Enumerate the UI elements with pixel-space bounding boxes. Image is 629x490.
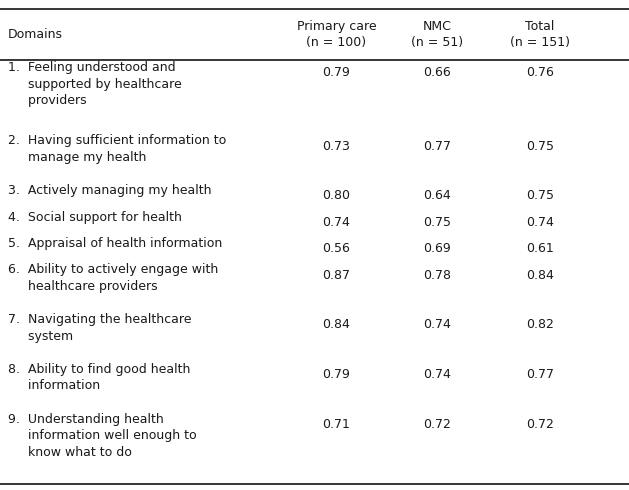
Text: 0.82: 0.82 [526, 318, 554, 331]
Text: 2.  Having sufficient information to
     manage my health: 2. Having sufficient information to mana… [8, 134, 226, 164]
Text: 0.74: 0.74 [526, 216, 554, 229]
Text: 5.  Appraisal of health information: 5. Appraisal of health information [8, 237, 223, 250]
Text: 8.  Ability to find good health
     information: 8. Ability to find good health informati… [8, 363, 191, 392]
Text: 0.84: 0.84 [526, 269, 554, 282]
Text: 0.84: 0.84 [323, 318, 350, 331]
Text: Primary care
(n = 100): Primary care (n = 100) [297, 20, 376, 49]
Text: 0.56: 0.56 [323, 242, 350, 255]
Text: 0.66: 0.66 [423, 67, 451, 79]
Text: 0.74: 0.74 [423, 368, 451, 381]
Text: 0.77: 0.77 [423, 140, 451, 152]
Text: 0.79: 0.79 [323, 368, 350, 381]
Text: 0.77: 0.77 [526, 368, 554, 381]
Text: 9.  Understanding health
     information well enough to
     know what to do: 9. Understanding health information well… [8, 413, 197, 459]
Text: Total
(n = 151): Total (n = 151) [509, 20, 570, 49]
Text: 0.87: 0.87 [323, 269, 350, 282]
Text: 0.64: 0.64 [423, 189, 451, 202]
Text: 0.72: 0.72 [526, 418, 554, 431]
Text: 0.74: 0.74 [323, 216, 350, 229]
Text: 3.  Actively managing my health: 3. Actively managing my health [8, 184, 212, 197]
Text: 0.74: 0.74 [423, 318, 451, 331]
Text: 0.75: 0.75 [423, 216, 451, 229]
Text: 0.78: 0.78 [423, 269, 451, 282]
Text: 0.71: 0.71 [323, 418, 350, 431]
Text: 0.73: 0.73 [323, 140, 350, 152]
Text: 0.69: 0.69 [423, 242, 451, 255]
Text: 1.  Feeling understood and
     supported by healthcare
     providers: 1. Feeling understood and supported by h… [8, 61, 182, 107]
Text: 0.72: 0.72 [423, 418, 451, 431]
Text: NMC
(n = 51): NMC (n = 51) [411, 20, 463, 49]
Text: 0.80: 0.80 [323, 189, 350, 202]
Text: 0.75: 0.75 [526, 189, 554, 202]
Text: 4.  Social support for health: 4. Social support for health [8, 211, 182, 223]
Text: 7.  Navigating the healthcare
     system: 7. Navigating the healthcare system [8, 313, 192, 343]
Text: Domains: Domains [8, 28, 63, 41]
Text: 0.79: 0.79 [323, 67, 350, 79]
Text: 0.75: 0.75 [526, 140, 554, 152]
Text: 0.76: 0.76 [526, 67, 554, 79]
Text: 6.  Ability to actively engage with
     healthcare providers: 6. Ability to actively engage with healt… [8, 264, 218, 293]
Text: 0.61: 0.61 [526, 242, 554, 255]
